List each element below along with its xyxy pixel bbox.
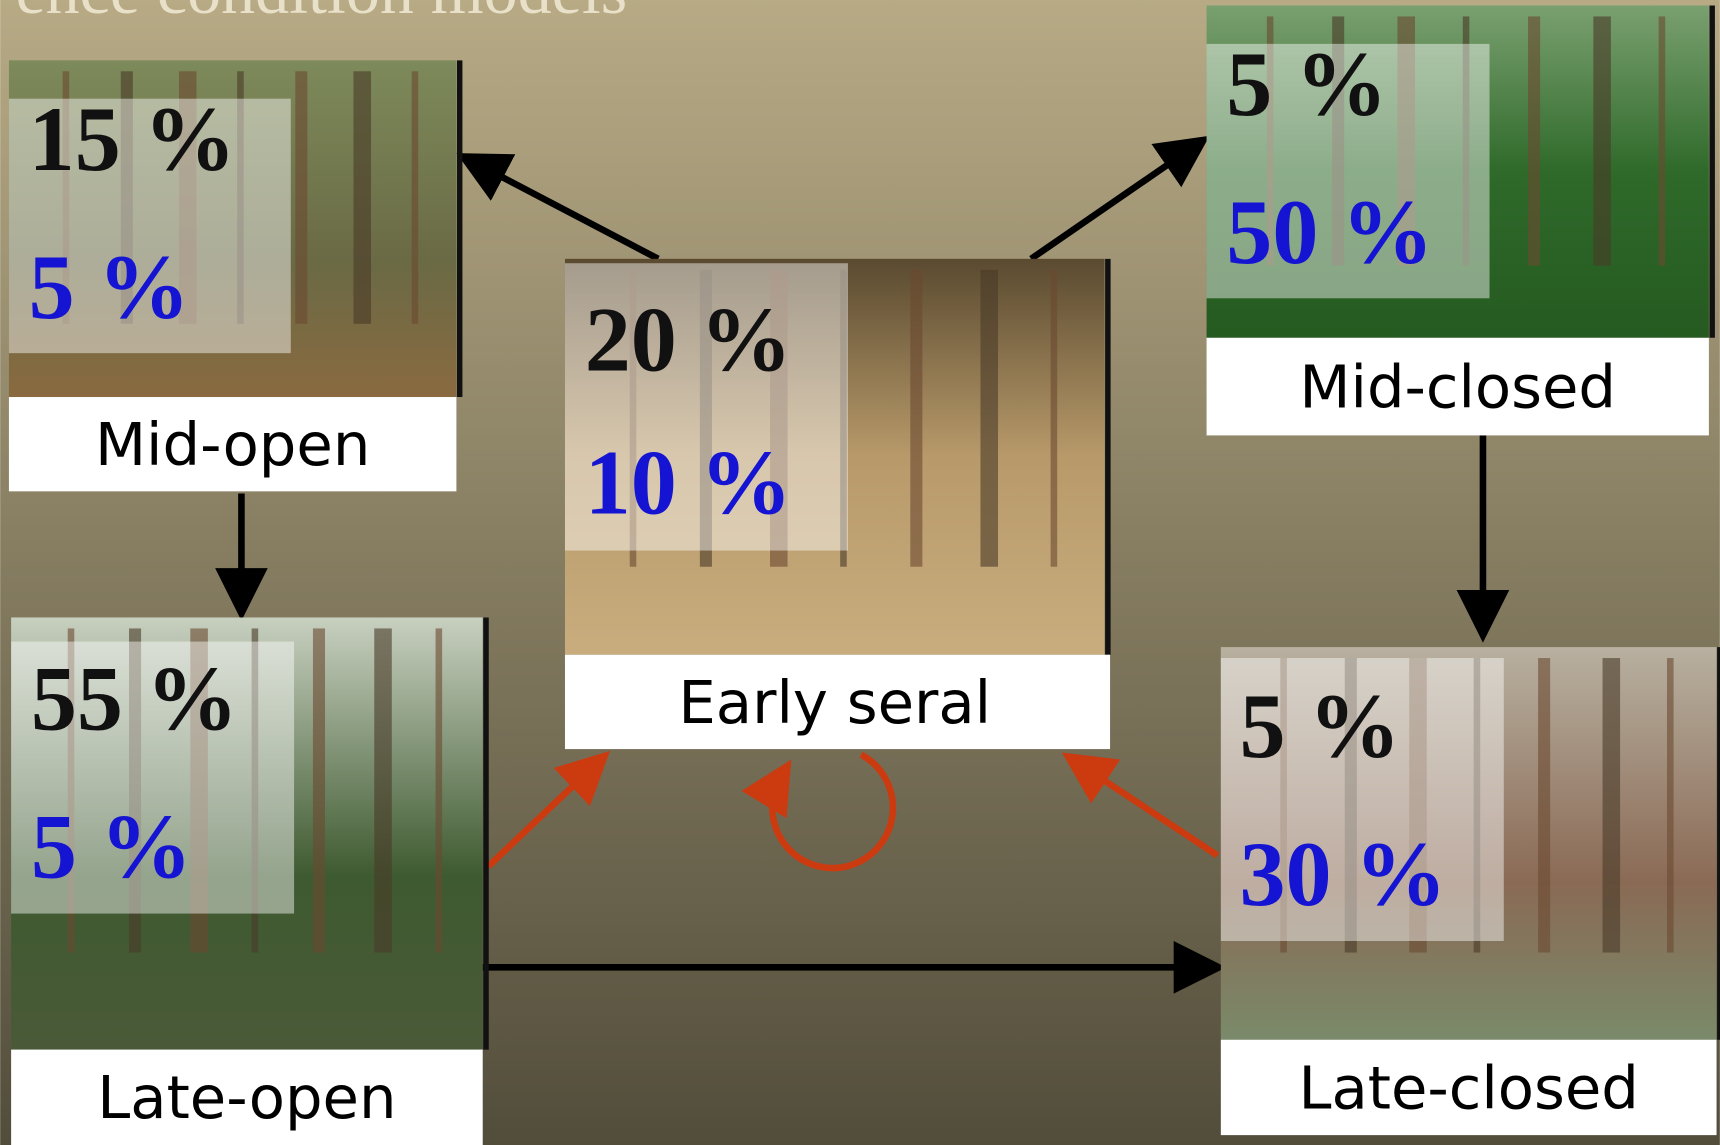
tree-trunk xyxy=(374,628,392,952)
slide: ence condition models Mid-open15 %5 %Mid… xyxy=(0,0,1720,1145)
tree-trunk xyxy=(1528,16,1540,265)
tree-trunk xyxy=(412,71,419,324)
state-node: Late-closed 5 % 30 % xyxy=(1221,647,1720,1135)
reference-percent: 55 % xyxy=(31,647,238,749)
current-percent: 30 % xyxy=(1239,823,1446,925)
reference-percent: 15 % xyxy=(29,88,236,190)
slide-title: ence condition models xyxy=(16,0,628,28)
node-label: Early seral xyxy=(678,668,991,737)
node-label: Mid-closed xyxy=(1299,352,1616,421)
tree-trunk xyxy=(980,270,998,567)
current-percent: 5 % xyxy=(31,795,192,897)
current-percent: 10 % xyxy=(585,431,792,533)
node-label: Late-open xyxy=(97,1063,396,1132)
tree-trunk xyxy=(910,270,922,567)
tree-trunk xyxy=(353,71,371,324)
state-node: Late-open 55 % 5 % xyxy=(11,617,486,1145)
node-label: Late-closed xyxy=(1298,1053,1638,1122)
tree-trunk xyxy=(295,71,307,324)
tree-trunk xyxy=(436,628,443,952)
tree-trunk xyxy=(1603,658,1621,952)
state-node: Mid-open 15 % 5 % xyxy=(9,60,460,491)
tree-trunk xyxy=(1538,658,1550,952)
node-label: Mid-open xyxy=(95,410,370,479)
reference-percent: 5 % xyxy=(1226,33,1387,135)
reference-percent: 5 % xyxy=(1239,675,1400,777)
state-node: Mid-closed 5 % 50 % xyxy=(1207,5,1713,435)
tree-trunk xyxy=(1051,270,1058,567)
current-percent: 5 % xyxy=(29,236,190,338)
tree-trunk xyxy=(1659,16,1666,265)
tree-trunk xyxy=(1667,658,1674,952)
reference-percent: 20 % xyxy=(585,289,792,391)
current-percent: 50 % xyxy=(1226,181,1433,283)
tree-trunk xyxy=(1593,16,1611,265)
tree-trunk xyxy=(313,628,325,952)
state-node: Early seral 20 % 10 % xyxy=(565,259,1110,749)
